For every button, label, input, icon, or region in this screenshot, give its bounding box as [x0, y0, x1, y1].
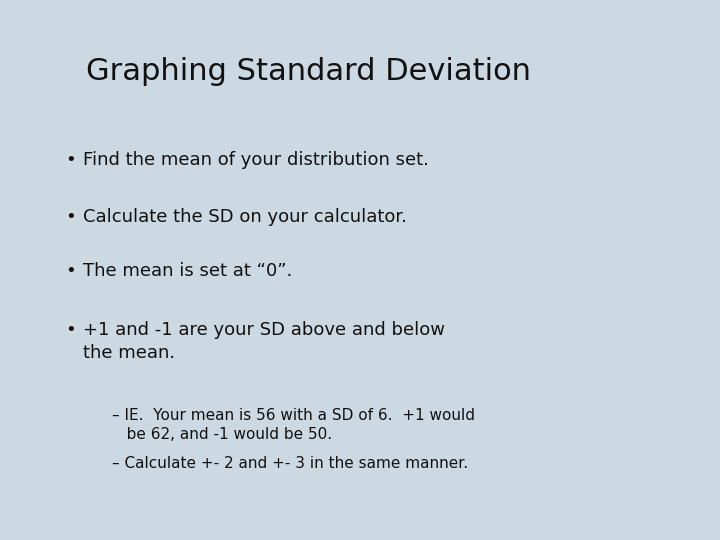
Text: Calculate the SD on your calculator.: Calculate the SD on your calculator. — [83, 208, 407, 226]
Text: •: • — [65, 151, 76, 169]
Text: Graphing Standard Deviation: Graphing Standard Deviation — [86, 57, 531, 86]
Text: – IE.  Your mean is 56 with a SD of 6.  +1 would
   be 62, and -1 would be 50.: – IE. Your mean is 56 with a SD of 6. +1… — [112, 408, 474, 442]
Text: +1 and -1 are your SD above and below
the mean.: +1 and -1 are your SD above and below th… — [83, 321, 445, 362]
Text: – Calculate +- 2 and +- 3 in the same manner.: – Calculate +- 2 and +- 3 in the same ma… — [112, 456, 468, 471]
Text: The mean is set at “0”.: The mean is set at “0”. — [83, 262, 292, 280]
Text: •: • — [65, 262, 76, 280]
Text: Find the mean of your distribution set.: Find the mean of your distribution set. — [83, 151, 428, 169]
Text: •: • — [65, 321, 76, 339]
Text: •: • — [65, 208, 76, 226]
